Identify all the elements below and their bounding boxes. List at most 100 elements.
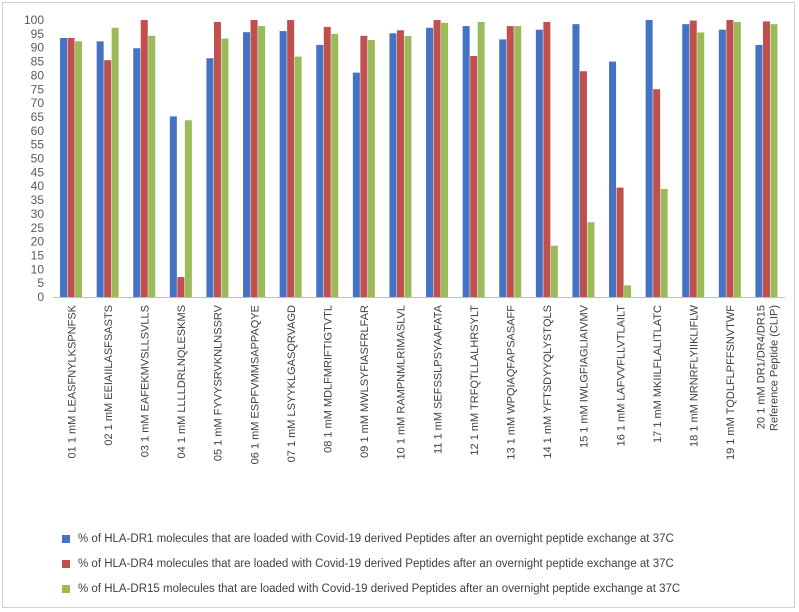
x-category-label: 13 1 mM WPQIAQFAPSASAFF	[506, 305, 518, 460]
bar-series-2-cat-18	[689, 20, 697, 298]
bar-chart: 0510152025303540455055606570758085909510…	[24, 13, 785, 464]
x-category-label: 11 1 mM SEFSSLPSYAAFATA	[432, 304, 444, 454]
x-category-label: 06 1 mM ESPFVMMSAPPAQYE	[249, 305, 261, 464]
bar-series-1-cat-16	[609, 61, 617, 297]
x-category-label: 05 1 mM FYVYSRVKNLNSSRV	[213, 304, 225, 461]
y-tick-label: 80	[31, 68, 45, 82]
bar-series-3-cat-18	[697, 32, 705, 297]
y-tick-label: 60	[31, 124, 45, 138]
bar-series-1-cat-4	[169, 116, 177, 298]
x-category-label: 07 1 mM LSYYKLGASQRVAGD	[286, 305, 298, 462]
bar-series-1-cat-7	[279, 31, 287, 298]
bar-series-2-cat-13	[506, 26, 514, 298]
bar-series-3-cat-2	[111, 27, 119, 297]
bars	[60, 20, 778, 298]
bar-series-3-cat-4	[184, 120, 192, 298]
y-tick-label: 70	[31, 96, 45, 110]
x-category-label: 01 1 mM LEASFNYLKSPNFSK	[66, 304, 78, 458]
bar-series-3-cat-11	[441, 22, 449, 298]
bar-series-2-cat-11	[433, 20, 441, 297]
y-tick-label: 85	[31, 55, 45, 69]
bar-series-3-cat-13	[514, 26, 522, 298]
legend-label: % of HLA-DR15 molecules that are loaded …	[78, 582, 681, 595]
bar-series-1-cat-3	[133, 48, 141, 297]
bar-series-2-cat-15	[579, 71, 587, 297]
x-category-label: 02 1 mM EEIAIILASFSASTS	[103, 305, 115, 446]
bar-series-1-cat-14	[535, 29, 543, 297]
x-category-label: 15 1 mM IWLGFIAGLIAIVMV	[579, 304, 591, 448]
x-category-label: 19 1 mM TQDLFLPFFSNVTWF	[725, 305, 737, 460]
x-axis-labels: 01 1 mM LEASFNYLKSPNFSK 02 1 mM EEIAIILAS…	[66, 304, 780, 464]
bar-series-3-cat-12	[477, 21, 485, 297]
bar-series-2-cat-5	[213, 21, 221, 297]
bar-series-3-cat-10	[404, 36, 412, 297]
x-category-label: 08 1 mM MDLFMRIFTIGTVTL	[323, 305, 335, 453]
bar-series-2-cat-9	[360, 35, 368, 297]
bar-series-3-cat-16	[624, 285, 632, 297]
y-tick-label: 45	[31, 165, 45, 179]
y-tick-label: 95	[31, 27, 45, 41]
y-tick-label: 35	[31, 193, 45, 207]
bar-series-3-cat-19	[733, 21, 741, 297]
legend-swatch	[62, 534, 70, 543]
bar-series-2-cat-3	[140, 20, 148, 297]
legend-swatch	[62, 584, 70, 593]
bar-series-1-cat-9	[352, 72, 360, 297]
bar-series-2-cat-6	[250, 20, 258, 297]
x-category-label: 10 1 mM RAMPNMLRIMASLVL	[396, 305, 408, 459]
bar-series-1-cat-15	[572, 24, 580, 297]
bar-series-2-cat-19	[726, 20, 734, 297]
bar-series-3-cat-17	[660, 188, 668, 297]
legend-item-series-1: % of HLA-DR1 molecules that are loaded w…	[62, 526, 782, 551]
bar-series-3-cat-6	[258, 26, 266, 298]
y-tick-label: 50	[31, 152, 45, 166]
bar-series-1-cat-5	[206, 58, 214, 298]
bar-series-1-cat-6	[243, 32, 251, 297]
bar-series-3-cat-9	[367, 39, 375, 297]
legend-label: % of HLA-DR4 molecules that are loaded w…	[78, 557, 674, 570]
bar-series-1-cat-12	[462, 26, 470, 298]
bar-series-2-cat-20	[762, 21, 770, 297]
x-category-label: 20 1 mM DR1/DR4/DR15Reference Peptide (C…	[756, 305, 781, 431]
bar-series-1-cat-8	[316, 44, 324, 298]
legend: % of HLA-DR1 molecules that are loaded w…	[62, 526, 782, 601]
legend-item-series-3: % of HLA-DR15 molecules that are loaded …	[62, 576, 782, 601]
bar-series-1-cat-10	[389, 33, 397, 298]
x-category-label: 14 1 mM YFTSDYYQLYSTQLS	[542, 305, 554, 459]
bar-series-3-cat-15	[587, 222, 595, 297]
bar-series-2-cat-2	[104, 60, 112, 297]
y-axis: 0510152025303540455055606570758085909510…	[24, 13, 44, 304]
y-tick-label: 40	[31, 179, 45, 193]
bar-series-1-cat-19	[718, 29, 726, 297]
x-category-label: 03 1 mM EAFEKMVSLLSVLLS	[140, 305, 152, 457]
x-category-label: 12 1 mM TRFQTLLALHRSYLT	[469, 305, 481, 456]
y-tick-label: 10	[31, 262, 45, 276]
y-tick-label: 75	[31, 82, 45, 96]
bar-series-1-cat-17	[645, 20, 653, 297]
bar-series-3-cat-14	[550, 245, 558, 297]
bar-series-2-cat-1	[67, 38, 75, 297]
bar-series-1-cat-13	[499, 39, 507, 297]
bar-series-1-cat-1	[60, 38, 68, 297]
y-tick-label: 5	[37, 276, 44, 290]
y-tick-label: 55	[31, 138, 45, 152]
bar-series-3-cat-5	[221, 38, 229, 298]
bar-series-3-cat-7	[294, 56, 302, 298]
y-tick-label: 15	[31, 248, 45, 262]
x-category-label: 18 1 mM NRNRFLYIIKLIFLW	[689, 304, 701, 447]
bar-series-2-cat-7	[287, 20, 295, 297]
bar-series-1-cat-20	[755, 44, 763, 298]
bar-series-2-cat-16	[616, 187, 624, 297]
bar-series-1-cat-2	[96, 41, 104, 297]
x-category-label: 16 1 mM LAFVVFLLVTLAILT	[615, 305, 627, 447]
legend-label: % of HLA-DR1 molecules that are loaded w…	[78, 532, 674, 545]
bar-series-2-cat-14	[543, 21, 551, 297]
bar-series-3-cat-8	[331, 33, 339, 297]
bar-series-1-cat-18	[682, 24, 690, 297]
x-category-label: 04 1 mM LLLLDRLNQLESKMS	[176, 305, 188, 458]
y-tick-label: 30	[31, 207, 45, 221]
bar-series-2-cat-4	[177, 277, 185, 297]
x-category-label: 17 1 mM MKIILFLALITLATC	[652, 305, 664, 443]
bar-series-2-cat-12	[470, 56, 478, 298]
y-tick-label: 100	[24, 13, 44, 27]
